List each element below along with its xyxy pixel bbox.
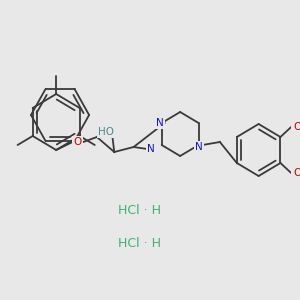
Text: HO: HO <box>98 127 114 137</box>
Text: O: O <box>293 122 300 132</box>
Text: N: N <box>156 118 164 128</box>
Text: HCl · H: HCl · H <box>118 203 161 217</box>
Text: N: N <box>147 144 155 154</box>
Text: O: O <box>293 168 300 178</box>
Text: N: N <box>195 142 203 152</box>
Text: O: O <box>74 137 82 147</box>
Text: HCl · H: HCl · H <box>118 236 161 250</box>
